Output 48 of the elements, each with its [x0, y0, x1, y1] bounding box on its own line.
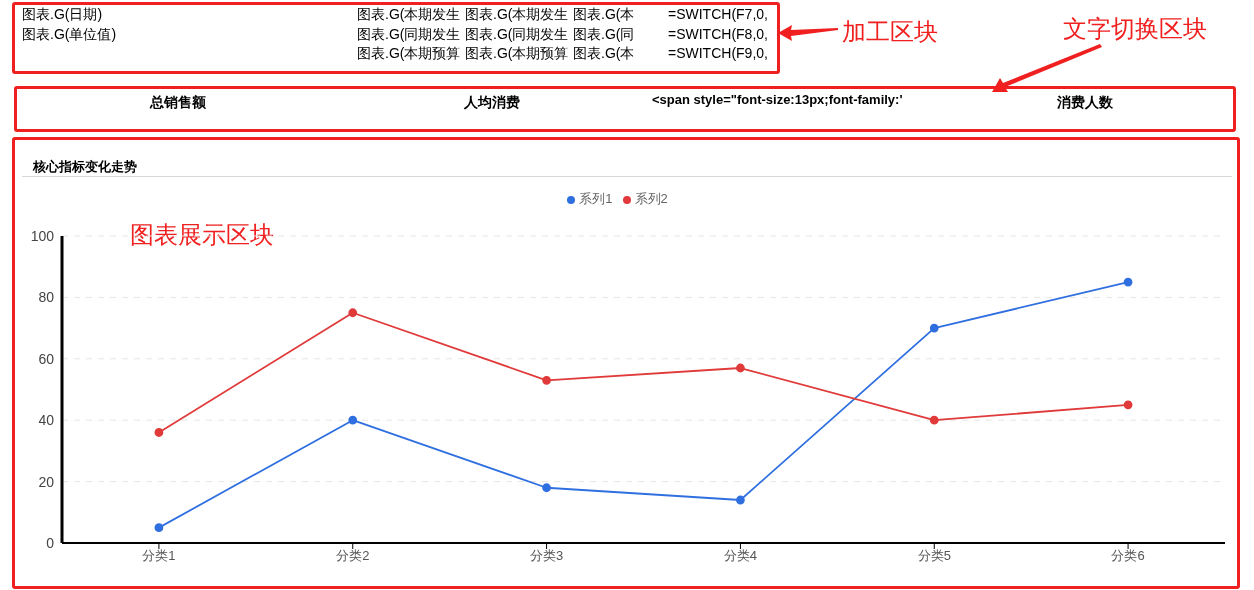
x-tick-label: 分类4: [723, 548, 758, 564]
text: =SWITCH(F9,0,: [668, 45, 768, 61]
text: 图表.G(同期发生: [465, 26, 569, 44]
text: =SWITCH(F7,0,: [668, 6, 768, 22]
text: 图表.G(本: [573, 6, 635, 24]
text: 图表.G(本期预算: [357, 45, 461, 63]
point: [542, 483, 551, 493]
y-tick-label: 100: [30, 227, 55, 244]
text: 图表.G(单位值): [22, 26, 117, 44]
x-tick-label: 分类5: [917, 548, 951, 564]
point: [348, 415, 358, 425]
text: <span style="font-size:13px;font-family:': [652, 92, 903, 107]
point: [929, 323, 939, 333]
y-tick-label: 40: [38, 412, 55, 429]
point: [929, 415, 939, 425]
x-tick-label: 分类3: [529, 548, 564, 564]
text: 图表.G(本期发生: [465, 6, 569, 24]
text: 人均消费: [464, 94, 520, 112]
y-tick-label: 80: [38, 289, 55, 306]
text: 图表.G(本期发生: [357, 6, 461, 24]
text: 消费人数: [1057, 94, 1113, 112]
text: 图表.G(本: [573, 45, 635, 63]
text: 图表.G(同: [573, 26, 635, 44]
text: =SWITCH(F8,0,: [668, 26, 768, 42]
x-tick-label: 分类2: [336, 548, 370, 564]
text: 图表.G(同期发生: [357, 26, 461, 44]
point: [154, 523, 164, 533]
point: [348, 308, 358, 318]
y-tick-label: 0: [46, 534, 55, 551]
y-tick-label: 20: [38, 473, 55, 490]
x-tick-label: 分类6: [1111, 548, 1145, 564]
point: [1123, 277, 1133, 287]
text: 加工区块: [842, 17, 938, 47]
point: [1123, 400, 1133, 410]
annotation: 图表展示区块: [130, 220, 274, 250]
text: 总销售额: [150, 94, 206, 112]
point: [736, 495, 745, 505]
y-tick-label: 60: [38, 350, 55, 367]
point: [542, 375, 551, 385]
text: 文字切换区块: [1063, 14, 1207, 44]
chart-title: 核心指标变化走势: [33, 158, 137, 176]
point: [154, 428, 164, 437]
x-tick-label: 分类1: [142, 548, 176, 564]
legend-label: 系列1: [579, 191, 613, 206]
text: 图表.G(本期预算: [465, 45, 569, 63]
text: 图表.G(日期): [22, 6, 103, 24]
legend-label: 系列2: [634, 191, 668, 206]
point: [736, 363, 745, 373]
